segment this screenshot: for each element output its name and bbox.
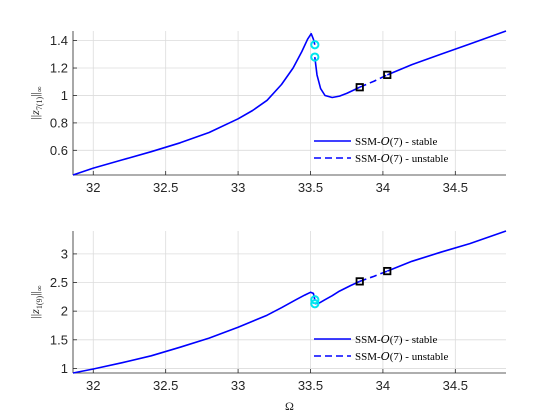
legend-entry: SSM-O(7) - unstable xyxy=(355,350,448,363)
legend-entry: SSM-O(7) - stable xyxy=(355,135,437,148)
legend-entry: SSM-O(7) - stable xyxy=(355,333,437,346)
hopf-marker xyxy=(355,277,364,286)
x-axis-label: Ω xyxy=(285,399,294,413)
x-tick-label: 32 xyxy=(86,180,100,195)
x-tick-label: 34.5 xyxy=(443,378,468,393)
y-tick-label: 1.5 xyxy=(50,332,68,347)
stable-branch-line xyxy=(72,291,316,374)
hopf-marker xyxy=(383,70,392,79)
legend: SSM-O(7) - stable SSM-O(7) - unstable xyxy=(314,135,448,165)
stable-branch-line xyxy=(386,30,507,76)
x-tick-label: 33.5 xyxy=(298,378,323,393)
hopf-marker xyxy=(383,266,392,276)
stable-branch-line xyxy=(314,280,361,305)
x-tick-label: 34.5 xyxy=(443,180,468,195)
legend-entry: SSM-O(7) - unstable xyxy=(355,152,448,165)
stable-branch-line xyxy=(314,57,361,99)
saddle-node-marker xyxy=(310,295,320,305)
y-tick-label: 2.5 xyxy=(50,275,68,290)
x-tick-label: 32.5 xyxy=(153,180,178,195)
y-tick-label: 0.6 xyxy=(50,143,68,158)
legend: SSM-O(7) - stable SSM-O(7) - unstable xyxy=(314,333,448,363)
y-tick-label: 1 xyxy=(61,361,68,376)
unstable-branch-line xyxy=(359,270,388,283)
y-tick-label: 1.4 xyxy=(50,33,68,48)
chart-panel-2: 32 32.5 33 33.5 34 34.5 1 1.5 2 2.5 3 ||z1(9)||∞ Ω SS… xyxy=(28,230,507,413)
x-tick-label: 33 xyxy=(231,180,245,195)
saddle-node-marker xyxy=(310,40,320,50)
unstable-branch-line xyxy=(359,74,388,88)
y-tick-label: 2 xyxy=(61,304,68,319)
x-tick-label: 34 xyxy=(376,180,390,195)
x-tick-label: 32.5 xyxy=(153,378,178,393)
y-tick-label: 0.8 xyxy=(50,115,68,130)
hopf-marker xyxy=(355,83,364,92)
y-tick-label: 1 xyxy=(61,88,68,103)
saddle-node-marker xyxy=(310,52,320,62)
x-tick-label: 32 xyxy=(86,378,100,393)
y-axis-label: ||z1(9)||∞ xyxy=(28,285,44,319)
y-tick-label: 1.2 xyxy=(50,61,68,76)
stable-branch-line xyxy=(72,32,316,176)
saddle-node-marker xyxy=(310,299,320,309)
y-axis-label: ||z7(1)||∞ xyxy=(28,86,44,120)
chart-panel-1: 32 32.5 33 33.5 34 34.5 0.6 0.8 1 1.2 1.4 ||z7(1)||… xyxy=(28,30,507,195)
y-tick-label: 3 xyxy=(61,246,68,261)
x-tick-label: 33.5 xyxy=(298,180,323,195)
x-tick-label: 34 xyxy=(376,378,390,393)
stable-branch-line xyxy=(387,230,507,272)
x-tick-label: 33 xyxy=(231,378,245,393)
